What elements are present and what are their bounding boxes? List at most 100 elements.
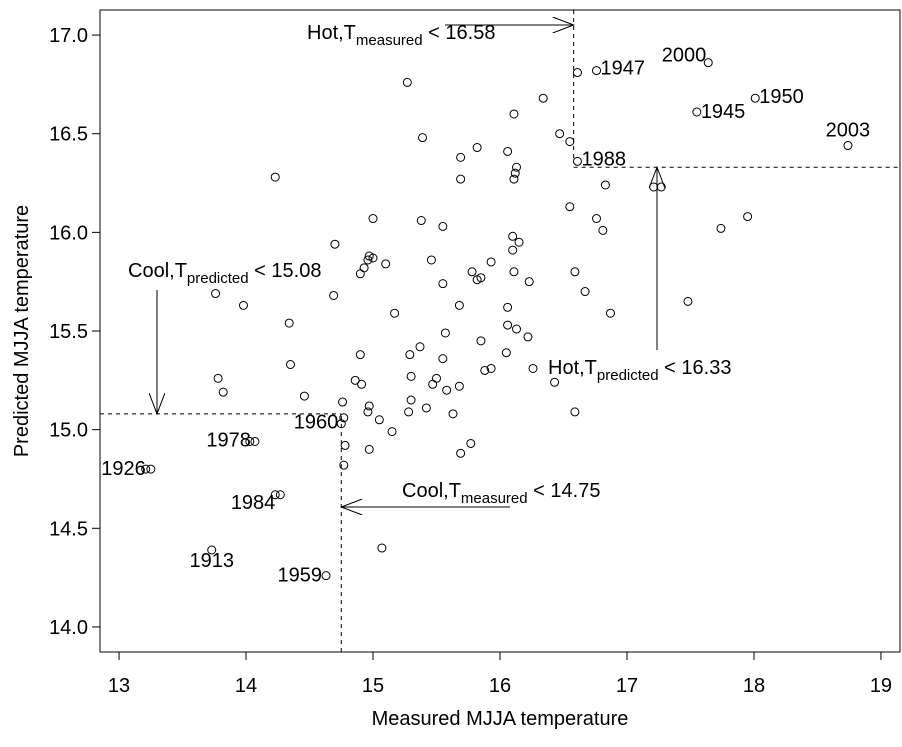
y-tick-label: 17.0: [49, 25, 88, 47]
point: [605, 308, 615, 318]
x-tick-label: 19: [870, 675, 892, 697]
point: [572, 68, 582, 78]
point: [512, 162, 522, 172]
point: [456, 152, 466, 162]
point: [565, 137, 575, 147]
point: [570, 267, 580, 277]
point: [368, 214, 378, 224]
point: [363, 407, 373, 417]
point: [336, 419, 346, 429]
point-label: 1984: [231, 492, 276, 514]
point: [387, 427, 397, 437]
point: [438, 354, 448, 364]
point-label: 1945: [701, 101, 746, 123]
point-label: 1959: [278, 565, 323, 587]
annotation: Hot,Tmeasured < 16.58: [307, 22, 495, 49]
x-tick-label: 13: [108, 675, 130, 697]
point: [503, 320, 513, 330]
point: [357, 379, 367, 389]
point: [486, 363, 496, 373]
point: [442, 385, 452, 395]
point: [743, 212, 753, 222]
point: [404, 407, 414, 417]
point: [359, 263, 369, 273]
point: [299, 391, 309, 401]
point: [598, 225, 608, 235]
point-label: 1960: [294, 412, 339, 434]
point: [355, 269, 365, 279]
y-axis-title: Predicted MJJA temperature: [11, 205, 33, 457]
point: [472, 275, 482, 285]
point: [146, 464, 156, 474]
point: [454, 300, 464, 310]
point: [339, 413, 349, 423]
point: [550, 377, 560, 387]
x-tick-label: 14: [235, 675, 257, 697]
point: [364, 401, 374, 411]
point: [250, 436, 260, 446]
point: [339, 460, 349, 470]
point: [448, 409, 458, 419]
point-label: 1988: [581, 148, 626, 170]
x-tick-label: 18: [743, 675, 765, 697]
point: [438, 279, 448, 289]
annotation: Cool,Tpredicted < 15.08: [128, 260, 321, 287]
point: [374, 415, 384, 425]
x-tick-label: 17: [616, 675, 638, 697]
point: [245, 436, 255, 446]
point: [432, 373, 442, 383]
point: [600, 180, 610, 190]
point: [406, 395, 416, 405]
y-tick-label: 14.0: [49, 617, 88, 639]
point: [467, 267, 477, 277]
point: [528, 363, 538, 373]
point: [415, 342, 425, 352]
point: [592, 66, 602, 76]
point: [649, 182, 659, 192]
point: [503, 302, 513, 312]
point: [270, 490, 280, 500]
point: [440, 328, 450, 338]
point: [340, 440, 350, 450]
point: [438, 221, 448, 231]
point: [402, 77, 412, 87]
point: [207, 545, 217, 555]
y-tick-label: 14.5: [49, 518, 88, 540]
point: [524, 277, 534, 287]
x-tick-label: 15: [362, 675, 384, 697]
point: [377, 543, 387, 553]
point-label: 1950: [759, 86, 804, 108]
point: [572, 156, 582, 166]
y-tick-label: 15.0: [49, 420, 88, 442]
x-tick-label: 16: [489, 675, 511, 697]
point: [426, 255, 436, 265]
point: [692, 107, 702, 117]
point-label: 2003: [826, 120, 871, 142]
point: [472, 143, 482, 153]
point: [418, 133, 428, 143]
point: [330, 239, 340, 249]
point-label: 1926: [101, 458, 146, 480]
point: [580, 287, 590, 297]
point: [508, 245, 518, 255]
point: [703, 58, 713, 68]
annotation: Hot,Tpredicted < 16.33: [548, 357, 731, 384]
point: [355, 350, 365, 360]
point: [476, 336, 486, 346]
point: [405, 350, 415, 360]
point: [390, 308, 400, 318]
point: [750, 93, 760, 103]
point: [381, 259, 391, 269]
point: [480, 365, 490, 375]
point: [592, 214, 602, 224]
point: [338, 397, 348, 407]
point: [350, 375, 360, 385]
point: [509, 267, 519, 277]
point: [509, 109, 519, 119]
point: [514, 237, 524, 247]
point: [406, 371, 416, 381]
point: [570, 407, 580, 417]
point-label: 1913: [189, 550, 234, 572]
point: [416, 216, 426, 226]
